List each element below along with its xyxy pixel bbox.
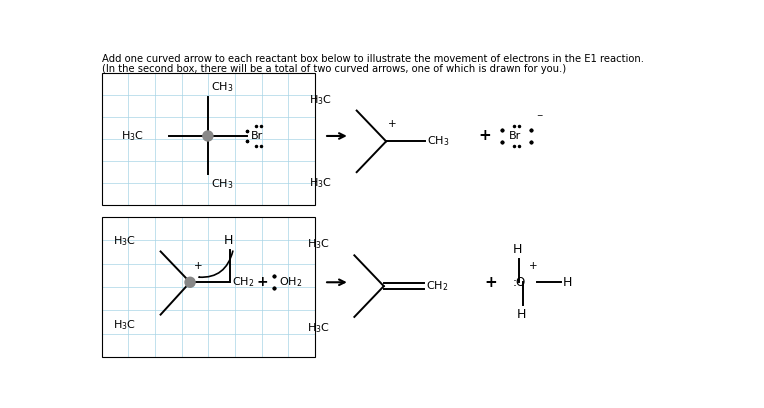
Circle shape bbox=[202, 131, 213, 141]
Text: H: H bbox=[516, 308, 526, 322]
Text: H$_3$C: H$_3$C bbox=[121, 129, 144, 143]
Text: :O: :O bbox=[513, 276, 526, 289]
Text: H$_3$C: H$_3$C bbox=[113, 234, 136, 248]
Text: +: + bbox=[388, 119, 397, 129]
Text: +: + bbox=[193, 262, 202, 271]
Text: CH$_3$: CH$_3$ bbox=[211, 177, 234, 191]
Text: H$_3$C: H$_3$C bbox=[306, 238, 329, 251]
Text: +: + bbox=[478, 129, 491, 144]
Text: H: H bbox=[223, 234, 233, 247]
Text: CH$_2$: CH$_2$ bbox=[426, 279, 448, 293]
Text: CH$_3$: CH$_3$ bbox=[427, 135, 450, 148]
Text: H$_3$C: H$_3$C bbox=[113, 319, 136, 332]
Text: CH$_3$: CH$_3$ bbox=[211, 81, 234, 94]
Text: +: + bbox=[529, 262, 538, 271]
Text: $^{-}$: $^{-}$ bbox=[536, 114, 543, 124]
FancyArrowPatch shape bbox=[199, 251, 233, 277]
Text: (In the second box, there will be a total of two curved arrows, one of which is : (In the second box, there will be a tota… bbox=[102, 64, 566, 74]
Text: +: + bbox=[256, 275, 268, 289]
Text: +: + bbox=[484, 275, 497, 290]
Bar bbox=[102, 217, 315, 357]
Text: H$_3$C: H$_3$C bbox=[309, 176, 332, 190]
Text: H$_3$C: H$_3$C bbox=[309, 93, 332, 107]
Text: Br: Br bbox=[251, 131, 264, 141]
Circle shape bbox=[185, 277, 195, 287]
Text: OH$_2$: OH$_2$ bbox=[279, 275, 303, 289]
Text: CH$_2$: CH$_2$ bbox=[232, 275, 254, 289]
Text: H: H bbox=[563, 276, 572, 289]
Bar bbox=[102, 73, 315, 205]
Text: H$_3$C: H$_3$C bbox=[306, 321, 329, 335]
Text: Br: Br bbox=[510, 131, 522, 141]
Text: Add one curved arrow to each reactant box below to illustrate the movement of el: Add one curved arrow to each reactant bo… bbox=[102, 53, 644, 64]
Text: H: H bbox=[513, 243, 522, 256]
